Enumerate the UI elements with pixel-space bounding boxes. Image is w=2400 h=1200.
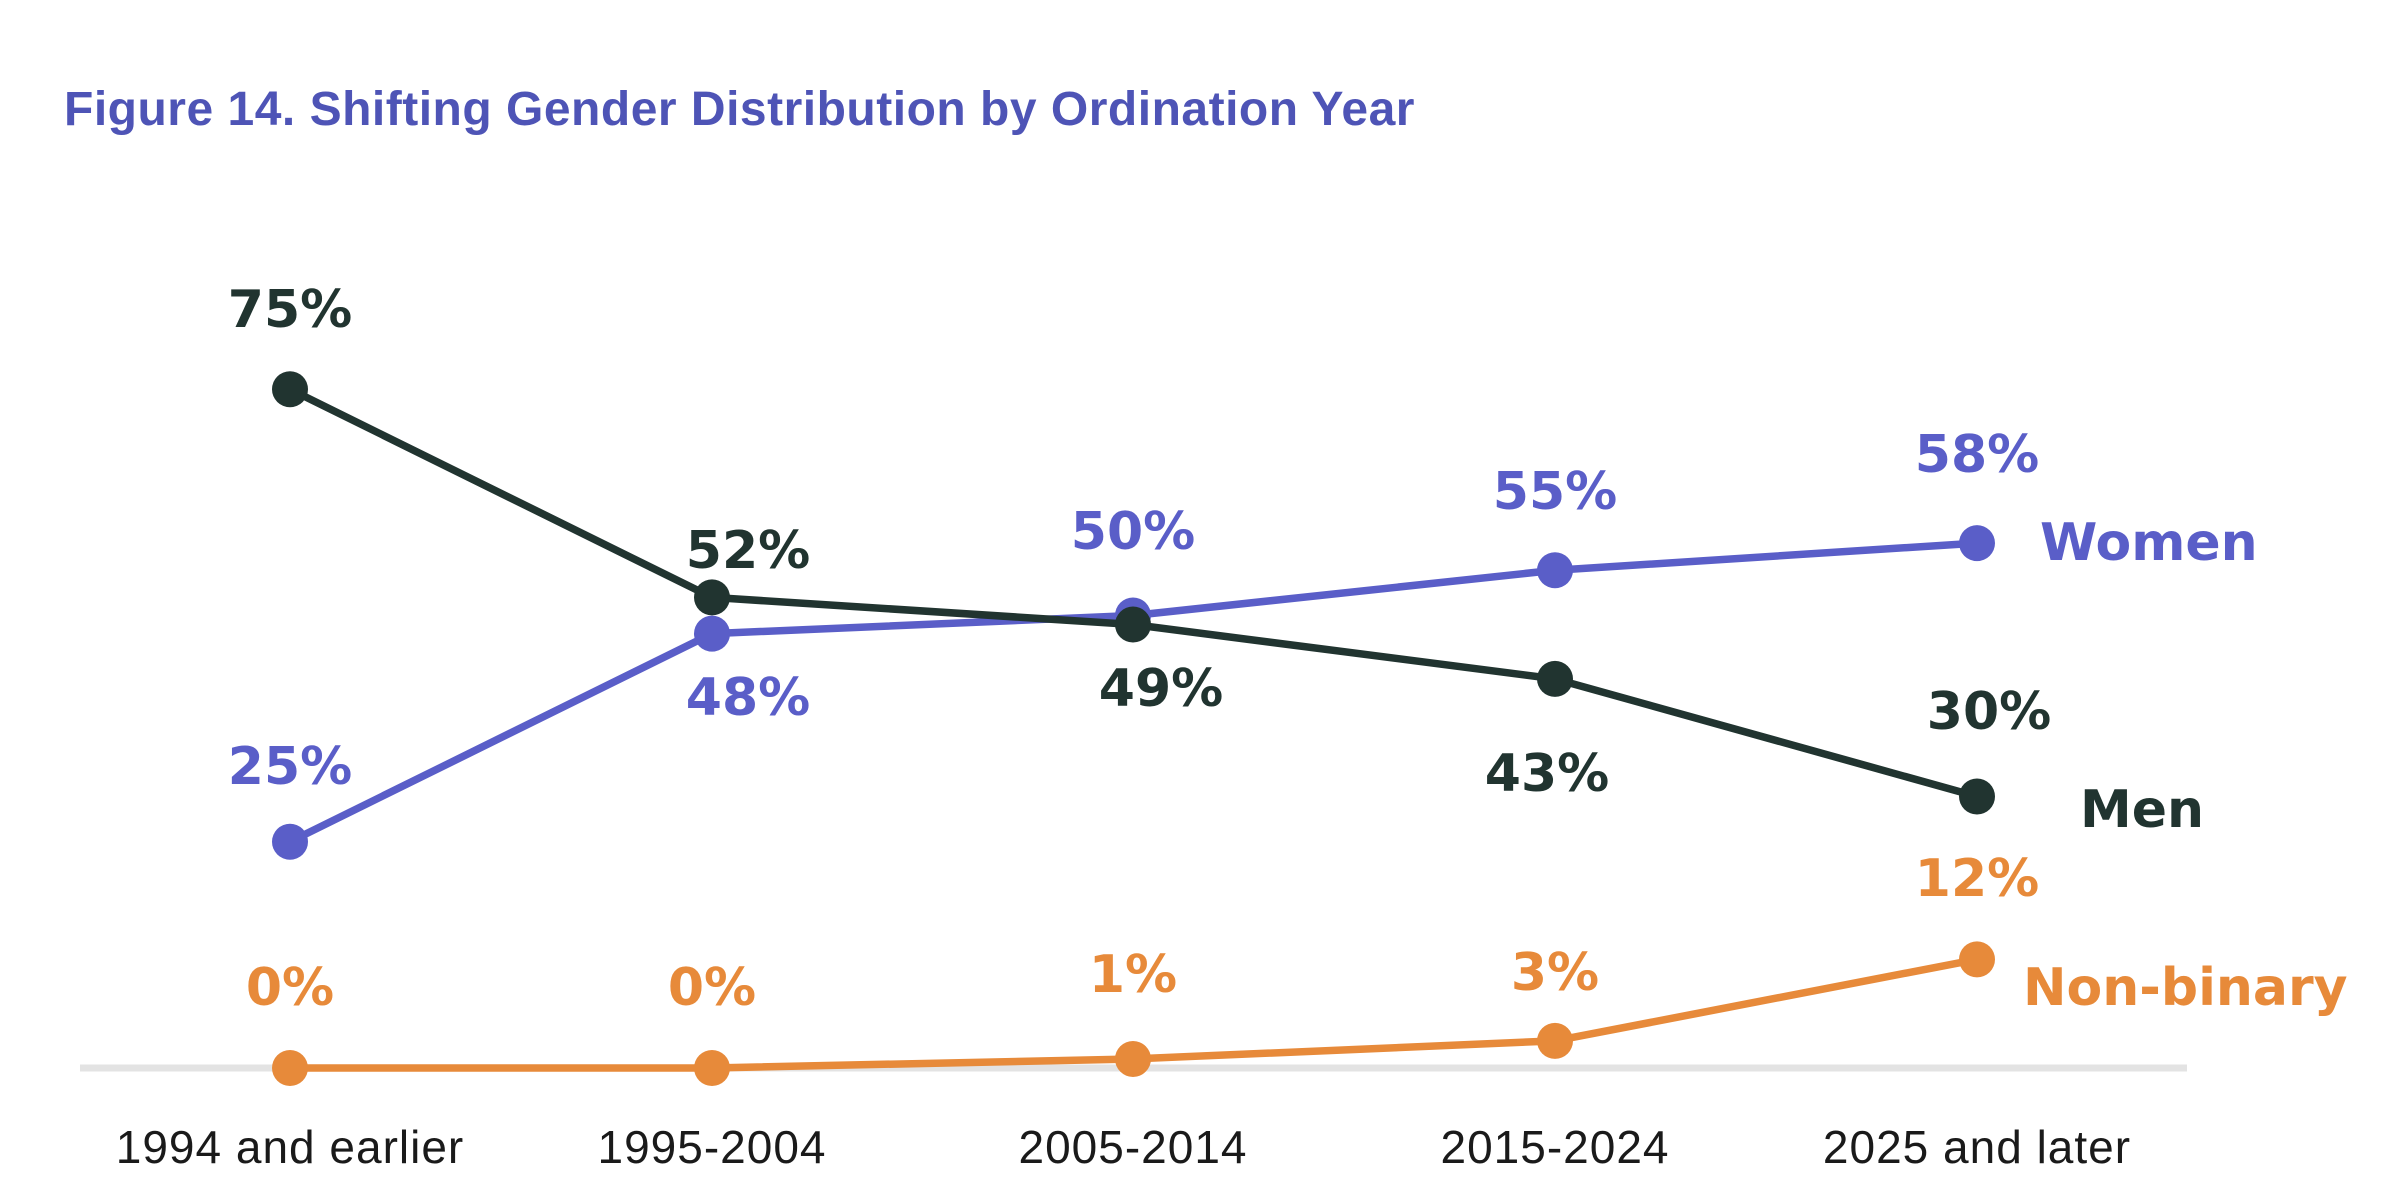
men-value-label: 49% (1098, 658, 1224, 719)
men-value-label: 52% (685, 521, 811, 582)
x-tick-label: 1995-2004 (597, 1121, 827, 1173)
x-tick-label: 1994 and earlier (115, 1121, 465, 1173)
figure-title: Figure 14. Shifting Gender Distribution … (64, 83, 1415, 136)
non-binary-value-label: 3% (1510, 942, 1600, 1003)
x-tick-label: 2005-2014 (1018, 1121, 1248, 1173)
series-label-men: Men (2080, 780, 2205, 840)
women-value-label: 55% (1492, 462, 1618, 523)
non-binary-value-label: 0% (245, 958, 335, 1018)
non-binary-value-label: 12% (1914, 849, 2040, 910)
women-point (1959, 525, 1995, 562)
x-tick-label: 2015-2024 (1440, 1121, 1670, 1173)
women-value-label: 50% (1070, 501, 1196, 562)
women-value-label: 48% (685, 667, 811, 728)
women-point (272, 823, 308, 860)
men-point (1959, 778, 1995, 815)
non-binary-value-label: 1% (1088, 944, 1178, 1005)
men-point (1115, 606, 1151, 643)
non-binary-point (1115, 1040, 1151, 1077)
x-tick-label: 2025 and later (1822, 1121, 2132, 1173)
men-value-label: 43% (1484, 743, 1610, 804)
women-value-label: 58% (1914, 425, 2040, 486)
men-point (694, 579, 730, 616)
non-binary-point (272, 1050, 308, 1086)
non-binary-point (1537, 1022, 1573, 1059)
non-binary-value-label: 0% (667, 958, 757, 1018)
non-binary-point (1959, 941, 1995, 978)
men-value-label: 75% (227, 280, 353, 341)
women-value-label: 25% (227, 736, 353, 797)
series-label-non-binary: Non-binary (2023, 958, 2348, 1018)
men-point (272, 371, 308, 408)
non-binary-point (694, 1050, 730, 1086)
series-label-women: Women (2040, 513, 2258, 573)
men-line (286, 385, 1981, 801)
women-point (694, 615, 730, 652)
women-point (1537, 552, 1573, 589)
men-value-label: 30% (1926, 681, 2052, 742)
men-point (1537, 660, 1573, 697)
